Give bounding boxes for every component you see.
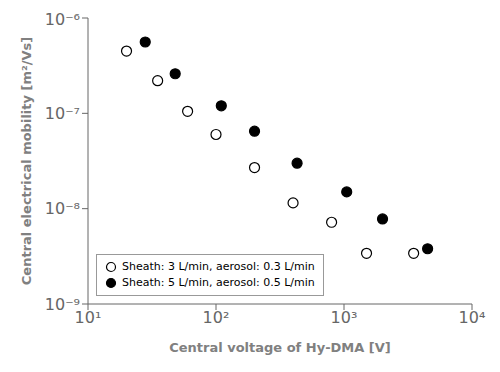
svg-text:10⁻⁷: 10⁻⁷ (45, 104, 80, 123)
svg-text:10⁻⁶: 10⁻⁶ (45, 10, 80, 29)
html-text:Sheath: 3 L/min, aerosol: 0.3: Sheath: 3 L/min, aerosol: 0.3 L/min (122, 260, 315, 273)
svg-text:10¹: 10¹ (74, 308, 102, 328)
svg-text:Central electrical mobility [m: Central electrical mobility [m²/Vs] (19, 37, 34, 285)
svg-text:Central voltage of Hy-DMA [V]: Central voltage of Hy-DMA [V] (169, 340, 391, 355)
svg-text:10⁻⁹: 10⁻⁹ (45, 295, 80, 314)
html-text:Sheath: 5 L/min, aerosol: 0.5: Sheath: 5 L/min, aerosol: 0.5 L/min (122, 276, 315, 289)
svg-text:10⁻⁸: 10⁻⁸ (45, 199, 80, 218)
svg-text:10³: 10³ (331, 308, 358, 327)
svg-text:10²: 10² (203, 308, 230, 327)
svg-text:10⁴: 10⁴ (459, 308, 486, 327)
